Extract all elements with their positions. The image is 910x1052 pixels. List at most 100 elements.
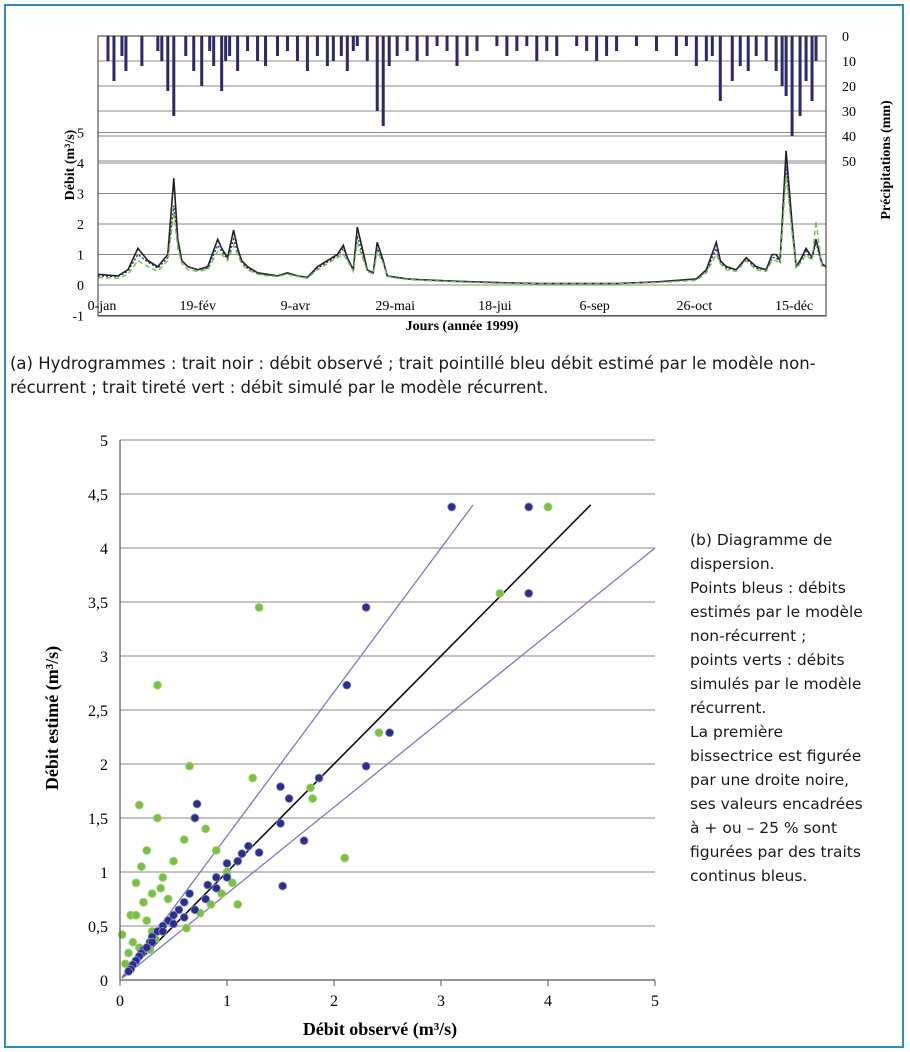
precip-bar [810, 36, 814, 101]
green-point [185, 761, 194, 771]
hydrograph-xlabel: Jours (année 1999) [406, 319, 519, 334]
precip-bar [124, 36, 128, 71]
hydrograph-ylabel-left: Débit (m³/s) [63, 129, 78, 200]
green-point [153, 813, 162, 823]
blue-point [233, 856, 243, 866]
precip-bar [208, 36, 212, 51]
reference-line-0 [121, 504, 592, 979]
blue-point [169, 919, 178, 929]
blue-point [385, 728, 395, 738]
scatter-y-tick: 3 [100, 649, 108, 666]
precip-bar [515, 36, 519, 51]
precip-bar [718, 36, 722, 101]
precipitation-bars [106, 36, 818, 136]
green-point [139, 897, 148, 907]
precip-bar [345, 36, 349, 71]
precip-bar [784, 36, 788, 96]
green-point [169, 856, 178, 866]
scatter-x-tick: 5 [651, 993, 659, 1010]
caption-b-line: Points bleus : débits [690, 579, 846, 597]
blue-point [185, 889, 194, 898]
scatter-y-tick: 2 [100, 757, 108, 774]
precip-bar [780, 36, 784, 86]
precip-bar [435, 36, 439, 46]
scatter-y-tick: 5 [100, 433, 108, 450]
precip-bar [200, 36, 204, 86]
green-point [158, 873, 168, 882]
blue-point [179, 897, 189, 907]
hydrograph-x-tick: 26-oct [676, 299, 712, 314]
scatter-points [117, 502, 553, 976]
blue-point [142, 943, 152, 952]
scatter-y-tick: 2,5 [88, 703, 108, 720]
blue-point [524, 588, 534, 598]
precip-bar [535, 36, 539, 61]
green-point [181, 923, 191, 933]
caption-b-line: (b) Diagramme de [690, 531, 833, 549]
precip-bar [212, 36, 216, 66]
precip-bar [445, 36, 449, 51]
caption-b-line: par une droite noire, [690, 771, 850, 789]
precip-bar [276, 36, 280, 56]
green-point [254, 603, 264, 612]
green-point [495, 588, 505, 598]
precip-bar [365, 36, 369, 61]
hydrograph-x-tick: 0-jan [88, 299, 117, 314]
green-point [142, 846, 152, 855]
blue-point [361, 603, 371, 612]
green-point [206, 900, 216, 909]
blue-point [192, 799, 202, 809]
hydrograph-x-tick: 18-jui [478, 299, 512, 314]
precip-bar [381, 36, 385, 126]
precip-tick: 30 [842, 105, 856, 120]
caption-b-line: La première [690, 723, 783, 741]
scatter-axes: 0 0,5 1 1,5 2 2,5 3 3,5 4 4,5 5 0 1 2 3 4 5 [88, 433, 659, 1010]
precip-bar [192, 36, 196, 71]
hydrograph-x-tick: 6-sep [579, 299, 609, 314]
caption-b-line: points verts : débits [690, 651, 845, 669]
scatter-x-tick: 0 [116, 993, 124, 1010]
precip-bar [798, 36, 802, 116]
hydrograph-y-tick: -1 [72, 310, 84, 325]
precip-bar [525, 36, 529, 46]
hydrograph-x-tick: 15-déc [775, 299, 813, 314]
scatter-ylabel: Débit estimé (m³/s) [42, 646, 63, 790]
green-point [156, 883, 166, 893]
green-point [248, 773, 258, 783]
precip-bar [694, 36, 698, 66]
blue-point [211, 883, 221, 893]
scatter-y-tick: 3,5 [88, 595, 108, 612]
precip-bar [325, 36, 329, 66]
precip-bar [405, 36, 409, 51]
caption-b-line: continus bleus. [690, 867, 808, 885]
precip-bar [156, 36, 160, 51]
precip-tick: 0 [842, 30, 849, 45]
precip-bar [246, 36, 250, 51]
precip-bar [615, 36, 619, 51]
scatter-y-tick: 0,5 [88, 919, 108, 936]
hydrograph-y-tick: 3 [77, 188, 84, 203]
precip-bar [475, 36, 479, 51]
caption-b-line: dispersion. [690, 555, 775, 573]
reference-line-1 [121, 504, 474, 978]
hydrograph-y-tick: 5 [77, 127, 84, 142]
precip-bar [112, 36, 116, 81]
scatter-y-tick: 1,5 [88, 811, 108, 828]
scatter-x-tick: 4 [544, 993, 552, 1010]
figure-frame [4, 4, 904, 1048]
precip-bar [605, 36, 609, 56]
blue-point [190, 813, 200, 823]
blue-point [211, 873, 221, 882]
green-point [374, 728, 384, 738]
precip-bar [495, 36, 499, 46]
scatter-x-tick: 1 [223, 993, 231, 1010]
precip-bar [674, 36, 678, 56]
precip-bar [166, 36, 170, 91]
precip-bar [654, 36, 658, 51]
caption-b-line: bissectrice est figurée [690, 747, 862, 765]
scatter-y-tick: 1 [100, 865, 108, 882]
precip-bar [395, 36, 399, 56]
scatter-y-tick: 4 [100, 541, 108, 558]
precip-bar [790, 36, 794, 136]
